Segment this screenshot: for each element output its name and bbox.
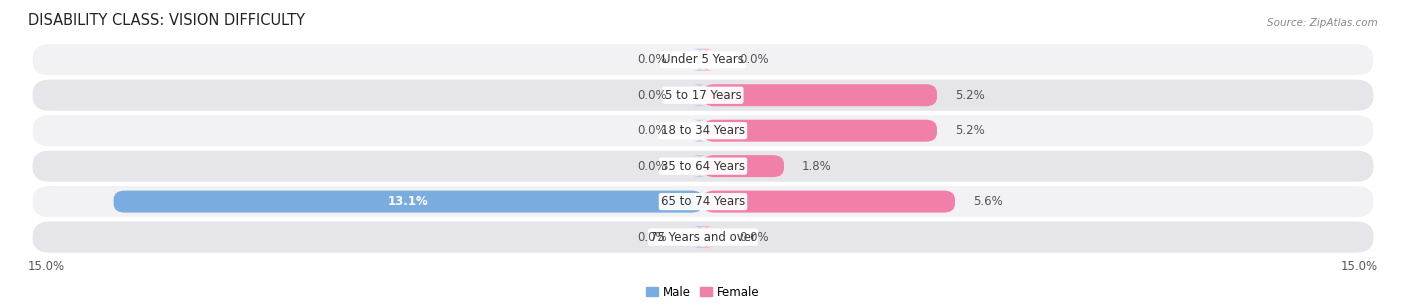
Text: Under 5 Years: Under 5 Years — [662, 53, 744, 66]
Text: 0.0%: 0.0% — [637, 160, 666, 173]
Text: 0.0%: 0.0% — [637, 124, 666, 137]
FancyBboxPatch shape — [32, 115, 1374, 146]
FancyBboxPatch shape — [692, 226, 707, 248]
FancyBboxPatch shape — [32, 151, 1374, 182]
Text: Source: ZipAtlas.com: Source: ZipAtlas.com — [1267, 18, 1378, 28]
Text: 1.8%: 1.8% — [801, 160, 832, 173]
Text: 5.2%: 5.2% — [955, 89, 984, 102]
Text: 5 to 17 Years: 5 to 17 Years — [665, 89, 741, 102]
FancyBboxPatch shape — [32, 186, 1374, 217]
FancyBboxPatch shape — [692, 155, 707, 177]
Text: 0.0%: 0.0% — [637, 53, 666, 66]
Text: 0.0%: 0.0% — [740, 53, 769, 66]
FancyBboxPatch shape — [32, 80, 1374, 111]
FancyBboxPatch shape — [114, 191, 703, 213]
FancyBboxPatch shape — [692, 84, 707, 106]
Text: 18 to 34 Years: 18 to 34 Years — [661, 124, 745, 137]
FancyBboxPatch shape — [703, 155, 785, 177]
Text: DISABILITY CLASS: VISION DIFFICULTY: DISABILITY CLASS: VISION DIFFICULTY — [28, 13, 305, 28]
FancyBboxPatch shape — [32, 222, 1374, 253]
Text: 0.0%: 0.0% — [637, 230, 666, 244]
FancyBboxPatch shape — [699, 49, 714, 71]
FancyBboxPatch shape — [703, 84, 936, 106]
Text: 0.0%: 0.0% — [740, 230, 769, 244]
FancyBboxPatch shape — [699, 226, 714, 248]
Text: 75 Years and over: 75 Years and over — [650, 230, 756, 244]
Text: 0.0%: 0.0% — [637, 89, 666, 102]
Legend: Male, Female: Male, Female — [641, 281, 765, 303]
FancyBboxPatch shape — [32, 44, 1374, 75]
Text: 5.6%: 5.6% — [973, 195, 1002, 208]
FancyBboxPatch shape — [692, 120, 707, 142]
Text: 15.0%: 15.0% — [1341, 260, 1378, 273]
FancyBboxPatch shape — [703, 191, 955, 213]
Text: 5.2%: 5.2% — [955, 124, 984, 137]
Text: 65 to 74 Years: 65 to 74 Years — [661, 195, 745, 208]
Text: 15.0%: 15.0% — [28, 260, 65, 273]
Text: 13.1%: 13.1% — [388, 195, 429, 208]
FancyBboxPatch shape — [692, 49, 707, 71]
FancyBboxPatch shape — [703, 120, 936, 142]
Text: 35 to 64 Years: 35 to 64 Years — [661, 160, 745, 173]
